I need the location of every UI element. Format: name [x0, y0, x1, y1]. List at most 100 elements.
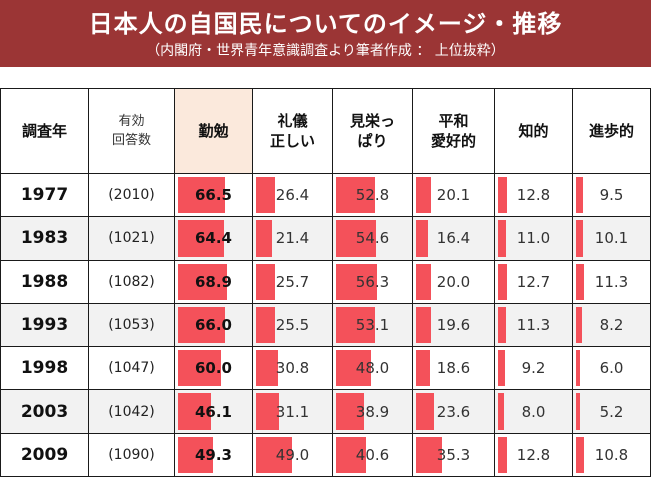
- col-header-peaceful-line1: 平和: [438, 111, 469, 130]
- value-label: 8.0: [521, 402, 546, 421]
- value-cell-vain: 54.6: [332, 216, 413, 261]
- respondents-cell: (1090): [88, 432, 175, 478]
- value-cell-vain: 56.3: [332, 259, 413, 304]
- value-bar: [416, 350, 430, 387]
- value-label: 11.3: [516, 315, 551, 334]
- value-cell-vain: 38.9: [332, 389, 413, 434]
- value-cell-vain: 40.6: [332, 432, 413, 478]
- value-label: 16.4: [436, 229, 471, 248]
- col-header-progressive: 進歩的: [572, 88, 651, 174]
- value-bar: [576, 177, 583, 214]
- value-bar: [256, 306, 275, 344]
- year-cell: 1998: [0, 346, 89, 391]
- year-cell: 1977: [0, 172, 89, 218]
- value-cell-polite: 25.5: [252, 302, 333, 348]
- value-label: 25.7: [275, 272, 310, 291]
- value-cell-polite: 49.0: [252, 432, 333, 478]
- respondents-cell: (1021): [88, 216, 175, 261]
- value-label: 5.2: [599, 402, 624, 421]
- value-label: 68.9: [194, 272, 232, 291]
- value-cell-progressive: 10.1: [572, 216, 651, 261]
- value-cell-polite: 30.8: [252, 346, 333, 391]
- value-bar: [256, 350, 279, 387]
- value-label: 64.4: [194, 229, 232, 248]
- value-label: 38.9: [355, 402, 390, 421]
- table-row: 1988 (1082) 68.9 25.7 56.3 20.0 12.7 11.3: [0, 259, 651, 304]
- value-cell-progressive: 5.2: [572, 389, 651, 434]
- value-label: 20.0: [436, 272, 471, 291]
- value-label: 48.0: [355, 359, 390, 378]
- value-bar: [576, 306, 582, 344]
- value-label: 60.0: [194, 359, 232, 378]
- value-cell-diligent: 64.4: [174, 216, 253, 261]
- value-cell-progressive: 9.5: [572, 172, 651, 218]
- col-header-vain-line2: ぱり: [357, 132, 388, 150]
- value-bar: [416, 177, 432, 214]
- value-cell-diligent: 68.9: [174, 259, 253, 304]
- value-bar: [416, 220, 429, 257]
- value-label: 11.0: [516, 229, 551, 248]
- value-label: 49.0: [275, 445, 310, 464]
- value-label: 31.1: [275, 402, 310, 421]
- col-header-respondents-line2: 回答数: [111, 133, 151, 148]
- value-label: 12.8: [516, 186, 551, 205]
- value-cell-peaceful: 20.1: [412, 172, 495, 218]
- year-cell: 1993: [0, 302, 89, 348]
- value-bar: [336, 177, 375, 214]
- value-cell-polite: 25.7: [252, 259, 333, 304]
- value-bar: [498, 177, 508, 214]
- value-cell-peaceful: 18.6: [412, 346, 495, 391]
- value-label: 9.5: [599, 186, 624, 205]
- value-cell-intelligent: 12.8: [494, 432, 573, 478]
- table-row: 1998 (1047) 60.0 30.8 48.0 18.6 9.2 6.0: [0, 346, 651, 391]
- value-bar: [256, 393, 279, 430]
- value-label: 35.3: [436, 445, 471, 464]
- value-label: 8.2: [599, 315, 624, 334]
- value-label: 19.6: [436, 315, 471, 334]
- value-cell-polite: 21.4: [252, 216, 333, 261]
- value-label: 54.6: [355, 229, 390, 248]
- table-row: 1983 (1021) 64.4 21.4 54.6 16.4 11.0 10.1: [0, 216, 651, 261]
- value-bar: [336, 350, 372, 387]
- value-cell-peaceful: 16.4: [412, 216, 495, 261]
- value-bar: [336, 393, 365, 430]
- col-header-respondents-line1: 有効: [118, 113, 145, 129]
- value-cell-polite: 31.1: [252, 389, 333, 434]
- value-bar: [336, 263, 378, 300]
- value-bar: [178, 436, 213, 473]
- table-row: 1977 (2010) 66.5 26.4 52.8 20.1 12.8 9.5: [0, 172, 651, 218]
- col-header-vain-line1: 見栄っ: [349, 111, 395, 130]
- value-bar: [256, 436, 292, 473]
- col-header-polite: 礼儀 正しい: [252, 88, 333, 174]
- value-bar: [416, 263, 431, 300]
- value-label: 20.1: [436, 186, 471, 205]
- col-header-polite-line2: 正しい: [269, 132, 315, 150]
- value-label: 10.1: [594, 229, 629, 248]
- respondents-cell: (1082): [88, 259, 175, 304]
- value-bar: [416, 306, 431, 344]
- col-header-intelligent: 知的: [494, 88, 573, 174]
- value-cell-diligent: 66.5: [174, 172, 253, 218]
- value-label: 9.2: [521, 359, 546, 378]
- respondents-cell: (1042): [88, 389, 175, 434]
- value-cell-vain: 48.0: [332, 346, 413, 391]
- value-label: 18.6: [436, 359, 471, 378]
- value-cell-vain: 53.1: [332, 302, 413, 348]
- value-cell-intelligent: 12.7: [494, 259, 573, 304]
- year-cell: 1988: [0, 259, 89, 304]
- respondents-cell: (2010): [88, 172, 175, 218]
- col-header-year: 調査年: [0, 88, 89, 174]
- data-table: 調査年 有効 回答数 勤勉 礼儀 正しい 見栄っ ぱり 平和 愛好的 知的 進歩的 19…: [0, 88, 651, 478]
- value-label: 21.4: [275, 229, 310, 248]
- table-body: 1977 (2010) 66.5 26.4 52.8 20.1 12.8 9.5 1983 (10…: [0, 172, 651, 478]
- value-label: 26.4: [275, 186, 310, 205]
- value-cell-peaceful: 35.3: [412, 432, 495, 478]
- value-bar: [576, 350, 581, 387]
- value-cell-peaceful: 19.6: [412, 302, 495, 348]
- value-label: 52.8: [355, 186, 390, 205]
- value-label: 66.0: [194, 315, 232, 334]
- value-cell-diligent: 49.3: [174, 432, 253, 478]
- chart-subtitle: （内閣府・世界青年意識調査より筆者作成 ： 上位抜粋）: [146, 43, 505, 59]
- col-header-peaceful-line2: 愛好的: [430, 132, 476, 150]
- value-label: 40.6: [355, 445, 390, 464]
